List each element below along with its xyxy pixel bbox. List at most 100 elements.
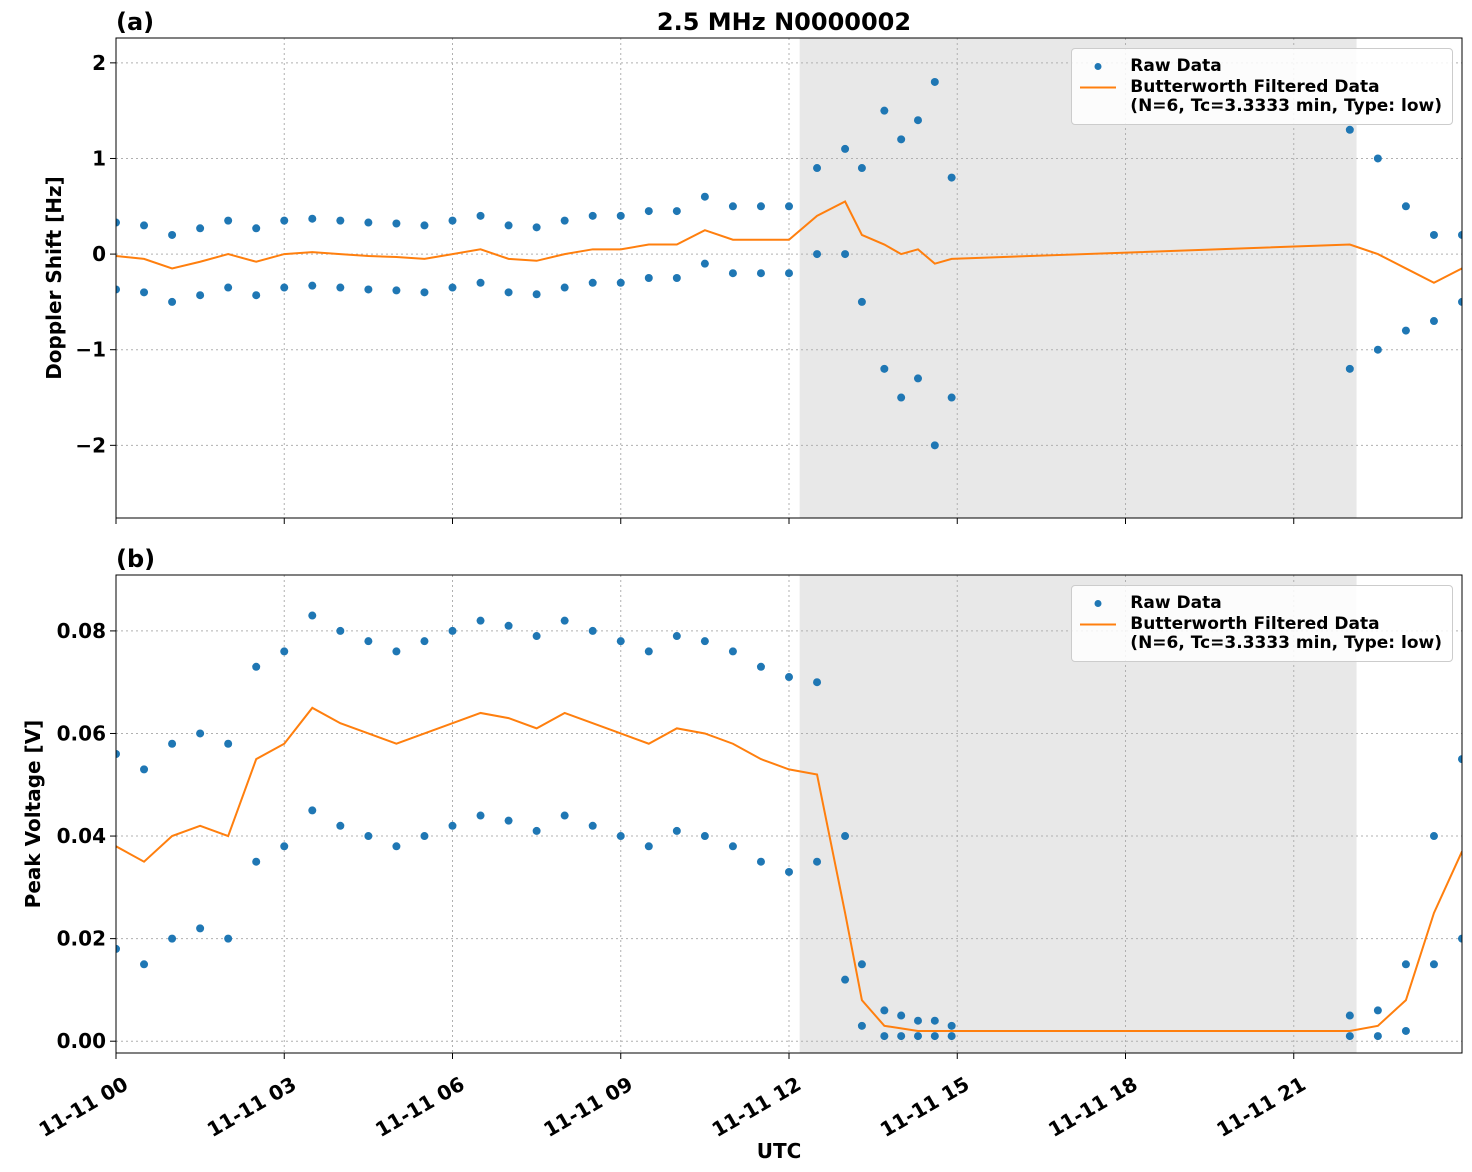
raw-point (947, 173, 956, 182)
raw-point (841, 975, 850, 984)
raw-point (857, 164, 866, 173)
raw-point (644, 207, 653, 216)
x-tick-label: 11-11 09 (539, 1072, 637, 1142)
raw-point (336, 626, 345, 635)
raw-point (420, 221, 429, 230)
raw-point (308, 214, 317, 223)
raw-point (1429, 230, 1438, 239)
raw-point (756, 662, 765, 671)
y-tick-label: 0.00 (57, 1029, 106, 1053)
raw-point (252, 224, 261, 233)
raw-point (560, 616, 569, 625)
y-tick-label: 0.08 (57, 619, 106, 643)
raw-point (392, 286, 401, 295)
y-axis-label: Peak Voltage [V] (21, 720, 45, 909)
raw-point (785, 673, 793, 682)
raw-point (813, 250, 822, 259)
raw-point (196, 291, 205, 300)
raw-point (1373, 1006, 1382, 1015)
raw-point (140, 221, 149, 230)
raw-point (1458, 755, 1462, 764)
raw-point (857, 1021, 866, 1030)
raw-point (476, 811, 485, 820)
y-tick-label: −2 (75, 433, 106, 457)
raw-point (913, 116, 922, 125)
y-axis-label: Doppler Shift [Hz] (42, 176, 66, 380)
x-tick-label: 11-11 03 (203, 1072, 301, 1142)
filtered-line (116, 706, 1462, 1032)
raw-point (644, 842, 653, 851)
raw-point (196, 729, 205, 738)
raw-point (672, 274, 681, 282)
raw-point (532, 290, 541, 299)
raw-point (448, 821, 457, 830)
raw-point (841, 832, 850, 841)
legend-entry: Raw Data (1078, 57, 1442, 76)
x-tick-label: 11-11 21 (1212, 1072, 1310, 1142)
x-tick-label: 11-11 00 (35, 1072, 133, 1142)
plot-area (116, 77, 1462, 450)
raw-point (897, 1011, 906, 1020)
raw-point (336, 216, 345, 225)
legend-key (1094, 600, 1102, 607)
raw-point (224, 739, 233, 748)
raw-point (897, 135, 906, 144)
raw-point (392, 842, 401, 851)
raw-point (364, 637, 373, 646)
y-tick-label: 0 (92, 242, 106, 266)
raw-point (857, 297, 866, 306)
raw-point (224, 216, 233, 225)
raw-point (841, 250, 850, 259)
raw-point (672, 826, 681, 835)
legend-entry: Butterworth Filtered Data (N=6, Tc=3.333… (1078, 615, 1442, 653)
raw-point (1401, 326, 1410, 335)
raw-point (196, 224, 205, 233)
raw-point (532, 826, 541, 835)
x-tick-label: 11-11 12 (708, 1072, 806, 1142)
raw-point (930, 1032, 939, 1041)
raw-point (476, 211, 485, 220)
raw-point (616, 637, 625, 646)
raw-point (504, 816, 513, 825)
raw-point (588, 211, 597, 220)
raw-point (700, 259, 709, 268)
raw-point (1373, 1032, 1382, 1041)
raw-point (1429, 317, 1438, 326)
raw-point (392, 647, 401, 656)
raw-point (813, 678, 822, 687)
y-tick-label: 0.06 (57, 721, 106, 745)
raw-point (224, 934, 233, 943)
chart-title: 2.5 MHz N0000002 (657, 8, 911, 36)
raw-point (947, 1021, 956, 1030)
raw-point (813, 857, 822, 866)
raw-point (880, 106, 889, 115)
raw-point (947, 393, 956, 402)
legend-key (1080, 623, 1117, 626)
y-tick-label: 0.02 (57, 927, 106, 951)
raw-point (813, 164, 822, 173)
raw-point (785, 269, 793, 278)
raw-point (897, 1032, 906, 1041)
raw-point (930, 77, 939, 86)
x-tick-label: 11-11 18 (1044, 1072, 1142, 1142)
y-tick-label: 2 (92, 51, 106, 75)
raw-point (252, 857, 261, 866)
legend-key (1080, 86, 1117, 89)
raw-point (857, 960, 866, 969)
raw-point (672, 632, 681, 641)
raw-point (841, 144, 850, 153)
raw-point (644, 647, 653, 656)
raw-point (308, 806, 317, 815)
raw-point (336, 283, 345, 292)
raw-point (913, 1016, 922, 1025)
raw-point (420, 637, 429, 646)
raw-point (116, 285, 120, 294)
raw-point (930, 1016, 939, 1025)
raw-point (1401, 202, 1410, 211)
raw-point (880, 364, 889, 373)
raw-point (140, 960, 149, 969)
raw-point (1373, 154, 1382, 163)
raw-point (756, 202, 765, 211)
raw-point (1345, 1032, 1354, 1041)
